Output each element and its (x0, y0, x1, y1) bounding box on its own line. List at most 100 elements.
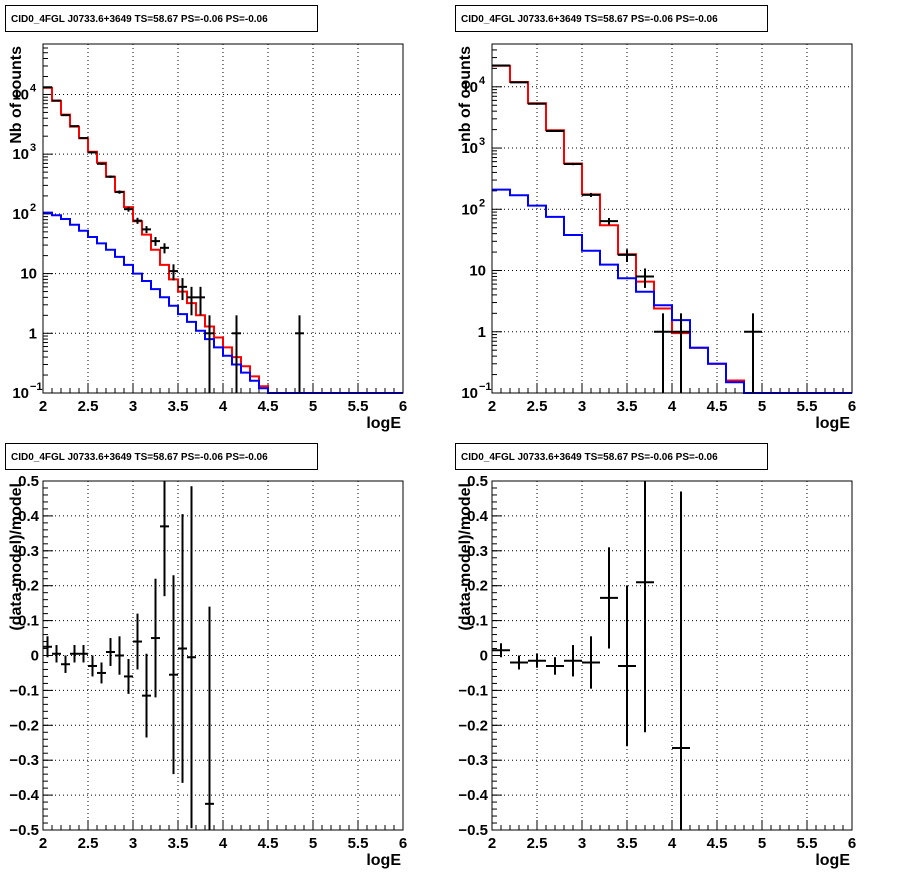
y-tick-label: 0.3 (18, 543, 39, 560)
y-tick-label: −0.2 (458, 717, 488, 734)
y-tick-label: 0.3 (467, 543, 488, 560)
x-tick-label: 3 (129, 398, 137, 415)
y-axis-label: Nb of counts (8, 46, 25, 144)
y-tick-label: 10 (461, 385, 478, 402)
chart-title: CID0_4FGL J0733.6+3649 TS=58.67 PS=-0.06… (455, 443, 768, 470)
chart-title: CID0_4FGL J0733.6+3649 TS=58.67 PS=-0.06… (5, 443, 318, 470)
y-tick-label: 1 (29, 325, 37, 342)
chart-panel-3: 2 2.5 3 3.5 4 4.5 5 5.5 6 −0.5 −0.4 −0.3 −0.2 −0.1 0 0.… (8, 473, 407, 869)
x-tick-label: 3.5 (617, 835, 638, 852)
x-tick-label: 2.5 (527, 398, 548, 415)
chart-panel-4: 2 2.5 3 3.5 4 4.5 5 5.5 6 −0.5 −0.4 −0.3 −0.2 −0.1 0 0.… (457, 473, 856, 869)
x-tick-label: 3.5 (617, 398, 638, 415)
y-tick-exponent: 3 (30, 142, 36, 154)
y-axis-label: nb of counts (457, 46, 474, 142)
x-tick-label: 2.5 (78, 835, 99, 852)
y-tick-label: −0.1 (9, 682, 39, 699)
y-tick-label: −0.3 (458, 752, 488, 769)
x-tick-label: 3 (129, 835, 137, 852)
model-total-series (492, 64, 852, 394)
y-tick-label: −0.5 (458, 822, 488, 839)
y-tick-label: −0.2 (9, 717, 39, 734)
x-tick-label: 6 (848, 835, 856, 852)
y-tick-label: 0.4 (467, 508, 489, 525)
chart-title: CID0_4FGL J0733.6+3649 TS=58.67 PS=-0.06… (5, 5, 318, 32)
y-tick-label: 0.5 (18, 473, 39, 490)
plot-frame (42, 43, 404, 394)
x-tick-label: 5.5 (348, 835, 369, 852)
x-axis-label: logE (366, 852, 401, 869)
y-tick-exponent: 4 (479, 75, 486, 87)
y-tick-label: 10 (12, 86, 29, 103)
x-tick-label: 4 (219, 835, 228, 852)
y-tick-label: −0.5 (9, 822, 39, 839)
x-tick-label: 5 (309, 835, 317, 852)
x-tick-label: 4 (219, 398, 228, 415)
x-axis-label: logE (815, 415, 850, 432)
y-tick-label: 0.2 (467, 578, 488, 595)
plot-frame (491, 480, 853, 831)
x-tick-label: 4.5 (258, 398, 279, 415)
y-tick-label: 10 (12, 206, 29, 223)
x-tick-label: 2 (488, 835, 496, 852)
y-tick-label: −0.3 (9, 752, 39, 769)
x-tick-label: 2 (39, 835, 47, 852)
x-tick-label: 5 (309, 398, 317, 415)
y-tick-exponent: 2 (30, 202, 36, 214)
x-tick-label: 5.5 (797, 398, 818, 415)
x-tick-label: 4 (668, 835, 677, 852)
x-tick-label: 5 (758, 398, 766, 415)
y-tick-label: −0.1 (458, 682, 488, 699)
x-tick-label: 6 (848, 398, 856, 415)
x-axis-label: logE (366, 415, 401, 432)
x-tick-label: 6 (399, 835, 407, 852)
x-tick-label: 5.5 (348, 398, 369, 415)
model-component-series (43, 211, 403, 394)
x-tick-label: 2.5 (78, 398, 99, 415)
x-tick-label: 4.5 (258, 835, 279, 852)
y-tick-exponent: 2 (479, 197, 485, 209)
x-tick-label: 4.5 (707, 835, 728, 852)
x-tick-label: 2 (39, 398, 47, 415)
x-tick-label: 3 (578, 398, 586, 415)
plot-frame (42, 480, 404, 831)
x-tick-label: 2.5 (527, 835, 548, 852)
y-tick-label: −0.4 (9, 787, 39, 804)
y-tick-label: 0.1 (18, 613, 39, 630)
x-tick-label: 3 (578, 835, 586, 852)
y-tick-label: 10 (469, 263, 486, 280)
plot-frame (491, 43, 853, 394)
y-tick-label: 0 (480, 648, 488, 665)
x-tick-label: 3.5 (168, 398, 189, 415)
y-tick-label: −0.4 (458, 787, 488, 804)
y-tick-label: 0.5 (467, 473, 488, 490)
x-tick-label: 5 (758, 835, 766, 852)
x-tick-label: 4 (668, 398, 677, 415)
x-axis-label: logE (815, 852, 850, 869)
chart-title: CID0_4FGL J0733.6+3649 TS=58.67 PS=-0.06… (455, 5, 768, 32)
y-tick-label: 0.1 (467, 613, 488, 630)
x-tick-label: 6 (399, 398, 407, 415)
y-tick-label: 0.2 (18, 578, 39, 595)
y-tick-label: 10 (12, 146, 29, 163)
x-tick-label: 5.5 (797, 835, 818, 852)
y-tick-exponent: 4 (30, 82, 37, 94)
y-tick-label: 10 (461, 140, 478, 157)
y-tick-label: 10 (12, 385, 29, 402)
x-tick-label: 2 (488, 398, 496, 415)
y-tick-label: 0.4 (18, 508, 40, 525)
y-tick-label: 1 (478, 324, 486, 341)
y-tick-exponent: 3 (479, 136, 485, 148)
x-tick-label: 4.5 (707, 398, 728, 415)
y-tick-exponent: −1 (479, 381, 492, 393)
x-tick-label: 3.5 (168, 835, 189, 852)
y-tick-label: 10 (20, 266, 37, 283)
y-axis-label: (data-model)/model (8, 483, 25, 631)
y-axis-label: (data-model)/model (457, 483, 474, 631)
y-tick-exponent: −1 (30, 381, 43, 393)
y-tick-label: 0 (31, 648, 39, 665)
y-tick-label: 10 (461, 79, 478, 96)
